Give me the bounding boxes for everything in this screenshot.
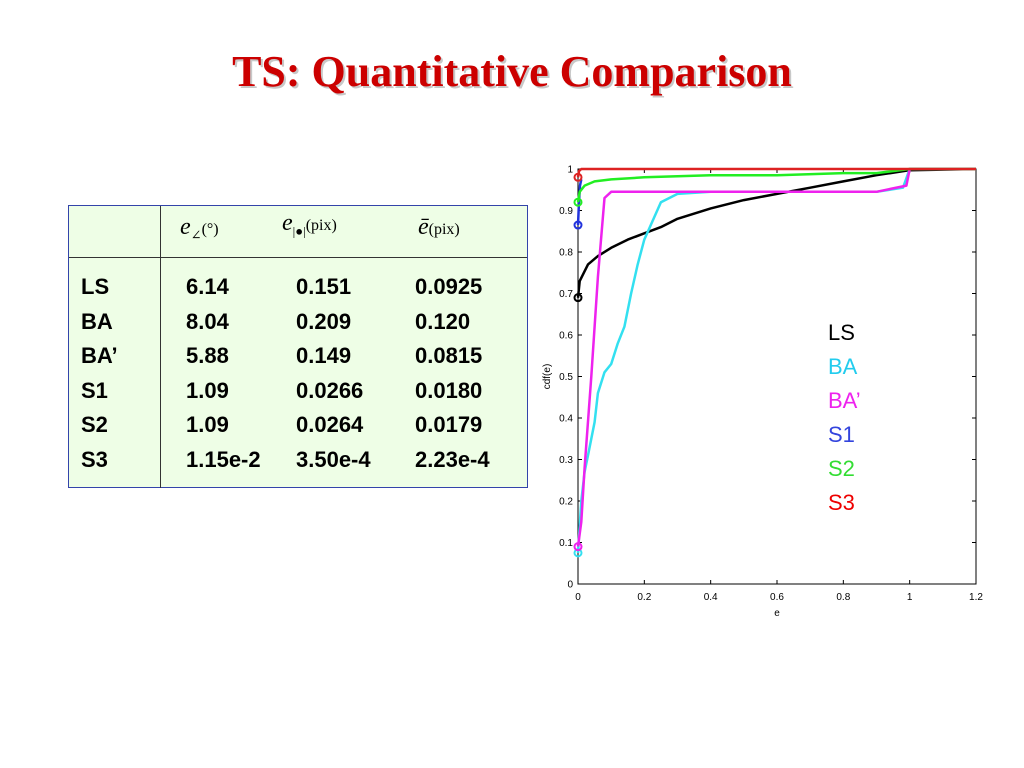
series-start-marker xyxy=(573,197,583,207)
row-label: BA’ xyxy=(81,343,118,368)
legend-entry: S3 xyxy=(828,490,855,515)
y-tick-label: 0.8 xyxy=(559,248,573,259)
header-mean-error: ē(pix) xyxy=(418,214,460,240)
table-cell: 8.04 xyxy=(186,308,229,334)
comparison-table: e∠(°) e|●|(pix) ē(pix) LS 6.14 0.151 0.0925… xyxy=(68,205,528,488)
table-cell: 0.0264 xyxy=(296,412,364,437)
legend-entry: BA’ xyxy=(828,388,861,413)
legend-entry: S1 xyxy=(828,422,855,447)
table-cell: 1.09 xyxy=(186,412,229,437)
series-line-ba xyxy=(576,167,976,553)
table-cell: 1.09 xyxy=(186,377,229,403)
y-tick-label: 0.4 xyxy=(559,414,573,425)
series-line-s2 xyxy=(576,167,976,203)
table-cell: 0.0815 xyxy=(415,343,483,368)
plot-frame xyxy=(577,168,977,585)
row-label: LS xyxy=(81,274,110,299)
y-axis-label: cdf(e) xyxy=(542,364,553,390)
x-tick-label: 1.2 xyxy=(969,592,983,603)
x-tick-label: 0.2 xyxy=(637,592,651,603)
y-tick-label: 0 xyxy=(567,580,573,591)
series-start-marker xyxy=(573,293,583,303)
table-cell: 0.151 xyxy=(296,274,352,299)
y-tick-label: 0.9 xyxy=(559,206,573,217)
x-tick-label: 0.4 xyxy=(704,592,718,603)
series-start-marker xyxy=(573,220,583,230)
legend-entry: LS xyxy=(828,320,855,345)
chart-start-markers xyxy=(573,172,583,558)
table-cell: 0.209 xyxy=(296,308,352,334)
table-cell: 0.0266 xyxy=(296,377,364,403)
table-cell: 0.149 xyxy=(296,343,352,368)
legend-entry: BA xyxy=(828,354,858,379)
x-axis-label: e xyxy=(774,608,780,619)
table-cell: 0.0179 xyxy=(415,412,483,437)
table-cell: 0.120 xyxy=(415,308,471,334)
table-cell: 0.0925 xyxy=(415,274,483,299)
table-cell: 2.23e-4 xyxy=(415,446,490,472)
table-cell: 6.14 xyxy=(186,274,229,299)
cdf-chart: 0 0.1 0.2 0.3 0.4 0.5 0.6 0.7 0.8 0.9 1 0 0.2 0.4 0.6 0… xyxy=(542,165,983,620)
row-label: S1 xyxy=(81,377,108,403)
series-start-marker xyxy=(573,542,583,552)
page-title: TS: Quantitative Comparison xyxy=(232,47,792,96)
table-cell: 5.88 xyxy=(186,343,229,368)
table-cell: 0.0180 xyxy=(415,377,483,403)
y-tick-label: 0.6 xyxy=(559,331,573,342)
y-tick-label: 0.5 xyxy=(559,372,573,383)
y-tick-label: 0.3 xyxy=(559,455,573,466)
y-tick-label: 0.7 xyxy=(559,289,573,300)
x-tick-label: 1 xyxy=(907,592,913,603)
table-cell: 1.15e-2 xyxy=(186,446,261,472)
chart-axes: 0 0.1 0.2 0.3 0.4 0.5 0.6 0.7 0.8 0.9 1 0 0.2 0.4 0.6 0… xyxy=(542,165,983,620)
legend-entry: S2 xyxy=(828,456,855,481)
row-label: S2 xyxy=(81,412,108,437)
column-divider xyxy=(160,206,161,488)
x-tick-label: 0.8 xyxy=(836,592,850,603)
y-tick-label: 0.2 xyxy=(559,497,573,508)
y-tick-label: 1 xyxy=(567,165,573,176)
x-tick-label: 0.6 xyxy=(770,592,784,603)
row-label: BA xyxy=(81,308,113,334)
header-angle-error: e∠(°) xyxy=(180,214,219,243)
y-tick-label: 0.1 xyxy=(559,538,573,549)
row-label: S3 xyxy=(81,446,108,472)
chart-series xyxy=(576,167,977,553)
header-divider xyxy=(69,257,527,258)
series-line-ba xyxy=(576,167,976,547)
chart-legend: LS BA BA’ S1 S2 S3 xyxy=(828,320,861,515)
header-magnitude-error: e|●|(pix) xyxy=(282,210,337,239)
series-start-marker xyxy=(573,172,583,182)
table-cell: 3.50e-4 xyxy=(296,446,371,472)
x-tick-label: 0 xyxy=(575,592,581,603)
series-line-ls xyxy=(576,167,977,298)
